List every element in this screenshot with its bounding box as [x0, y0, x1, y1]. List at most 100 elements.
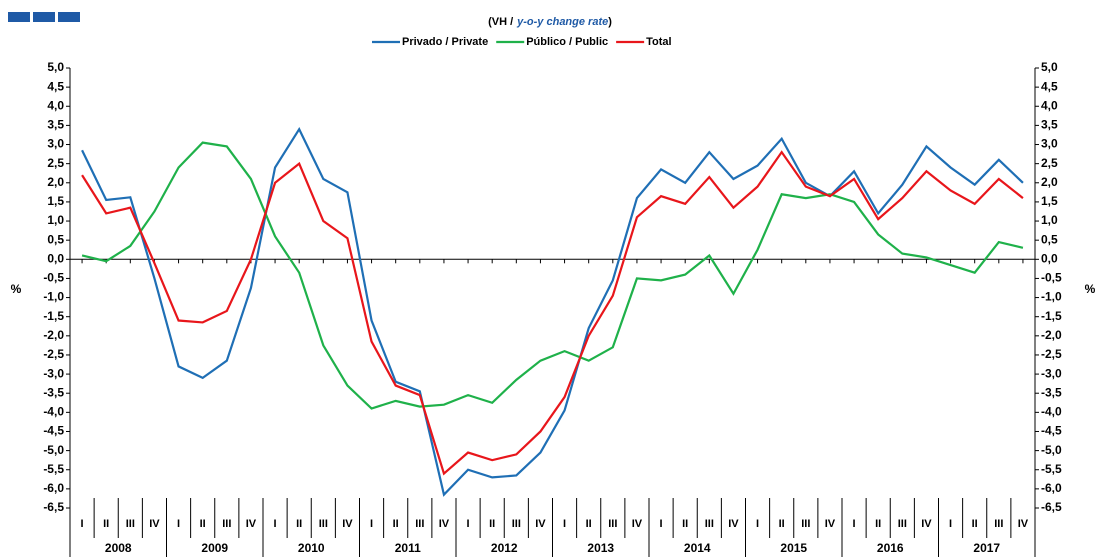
year-label: 2017 — [973, 541, 1000, 555]
y-tick-label: -6,0 — [43, 481, 64, 495]
x-tick-label: IV — [728, 518, 739, 530]
y2-tick-label: -6,5 — [1041, 500, 1062, 514]
series-line — [81, 150, 1024, 476]
y2-axis-label: % — [1085, 282, 1096, 296]
x-tick-label: II — [103, 518, 109, 530]
y2-tick-label: 3,5 — [1041, 118, 1058, 132]
year-label: 2015 — [780, 541, 807, 555]
x-tick-label: IV — [149, 518, 160, 530]
x-tick-label: IV — [439, 518, 450, 530]
legend-label: Total — [646, 36, 671, 48]
y-tick-label: -5,0 — [43, 443, 64, 457]
y2-tick-label: -3,5 — [1041, 385, 1062, 399]
x-tick-label: IV — [246, 518, 257, 530]
x-tick-label: III — [608, 518, 617, 530]
x-tick-label: I — [756, 518, 759, 530]
y2-tick-label: 3,0 — [1041, 137, 1058, 151]
y-tick-label: 0,5 — [47, 232, 64, 246]
y-tick-label: 0,0 — [47, 251, 64, 265]
x-tick-label: IV — [342, 518, 353, 530]
x-tick-label: I — [81, 518, 84, 530]
x-tick-label: IV — [825, 518, 836, 530]
x-tick-label: II — [972, 518, 978, 530]
x-tick-label: II — [682, 518, 688, 530]
x-tick-label: IV — [535, 518, 546, 530]
y-tick-label: 2,5 — [47, 156, 64, 170]
y-tick-label: -3,0 — [43, 366, 64, 380]
y-tick-label: 3,5 — [47, 118, 64, 132]
y2-tick-label: -0,5 — [1041, 271, 1062, 285]
y2-tick-label: -4,0 — [1041, 405, 1062, 419]
legend-label: Privado / Private — [402, 36, 488, 48]
y-tick-label: -6,5 — [43, 500, 64, 514]
x-tick-label: II — [200, 518, 206, 530]
y-tick-label: -2,5 — [43, 347, 64, 361]
y2-tick-label: -4,5 — [1041, 424, 1062, 438]
x-tick-label: IV — [1018, 518, 1029, 530]
logo-block — [8, 12, 30, 22]
x-tick-label: III — [126, 518, 135, 530]
y-tick-label: 4,5 — [47, 79, 64, 93]
year-label: 2010 — [298, 541, 325, 555]
x-tick-label: III — [319, 518, 328, 530]
x-tick-label: I — [467, 518, 470, 530]
y-tick-label: 5,0 — [47, 60, 64, 74]
x-tick-label: I — [660, 518, 663, 530]
year-label: 2011 — [395, 541, 421, 555]
y2-tick-label: -5,0 — [1041, 443, 1062, 457]
y2-tick-label: 0,0 — [1041, 251, 1058, 265]
y-tick-label: -2,0 — [43, 328, 64, 342]
y-tick-label: 4,0 — [47, 98, 64, 112]
x-tick-label: II — [779, 518, 785, 530]
x-tick-label: I — [177, 518, 180, 530]
x-tick-label: III — [801, 518, 810, 530]
series-line — [81, 126, 1024, 497]
legend-label: Público / Public — [526, 36, 608, 48]
y2-tick-label: -3,0 — [1041, 366, 1062, 380]
x-tick-label: II — [296, 518, 302, 530]
y-axis-label: % — [11, 282, 22, 296]
logo-block — [33, 12, 55, 22]
year-label: 2013 — [587, 541, 614, 555]
y-tick-label: 2,0 — [47, 175, 64, 189]
y-tick-label: -1,0 — [43, 290, 64, 304]
x-tick-label: III — [994, 518, 1003, 530]
x-tick-label: III — [705, 518, 714, 530]
x-tick-label: III — [415, 518, 424, 530]
y-tick-label: 3,0 — [47, 137, 64, 151]
y-tick-label: -1,5 — [43, 309, 64, 323]
x-tick-label: IV — [632, 518, 643, 530]
x-tick-label: III — [222, 518, 231, 530]
y-tick-label: 1,0 — [47, 213, 64, 227]
y2-tick-label: 4,5 — [1041, 79, 1058, 93]
x-tick-label: III — [898, 518, 907, 530]
x-tick-label: I — [949, 518, 952, 530]
y2-tick-label: -1,5 — [1041, 309, 1062, 323]
x-tick-label: IV — [921, 518, 932, 530]
y2-tick-label: -1,0 — [1041, 290, 1062, 304]
x-tick-label: II — [875, 518, 881, 530]
y2-tick-label: -2,5 — [1041, 347, 1062, 361]
y2-tick-label: 4,0 — [1041, 98, 1058, 112]
y2-tick-label: -5,5 — [1041, 462, 1062, 476]
x-tick-label: II — [586, 518, 592, 530]
year-label: 2012 — [491, 541, 518, 555]
x-tick-label: II — [393, 518, 399, 530]
x-tick-label: I — [274, 518, 277, 530]
y2-tick-label: 2,0 — [1041, 175, 1058, 189]
x-tick-label: III — [512, 518, 521, 530]
y-tick-label: -5,5 — [43, 462, 64, 476]
y2-tick-label: 1,0 — [1041, 213, 1058, 227]
y2-tick-label: 5,0 — [1041, 60, 1058, 74]
y2-tick-label: 0,5 — [1041, 232, 1058, 246]
x-tick-label: I — [853, 518, 856, 530]
y2-tick-label: -6,0 — [1041, 481, 1062, 495]
x-tick-label: I — [370, 518, 373, 530]
y-tick-label: -3,5 — [43, 385, 64, 399]
y-tick-label: -4,0 — [43, 405, 64, 419]
y2-tick-label: 1,5 — [1041, 194, 1058, 208]
subtitle: (VH / y-o-y change rate) — [488, 16, 612, 28]
y-tick-label: 1,5 — [47, 194, 64, 208]
year-label: 2016 — [877, 541, 904, 555]
